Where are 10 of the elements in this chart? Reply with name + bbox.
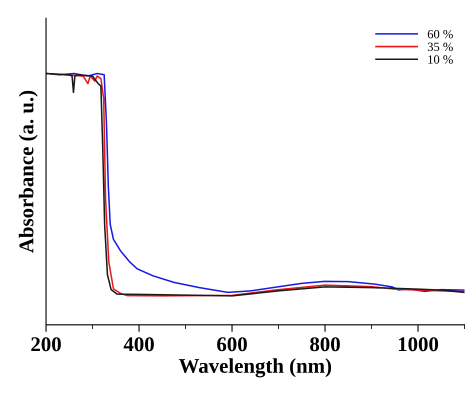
x-axis-title: Wavelength (nm) xyxy=(178,358,332,378)
legend-label: 60 % xyxy=(428,30,453,38)
legend-label: 35 % xyxy=(428,42,453,52)
x-tick-label: 800 xyxy=(310,337,340,352)
x-tick-label: 600 xyxy=(217,337,247,352)
legend-label: 10 % xyxy=(428,55,453,64)
x-tick-label: 400 xyxy=(124,337,154,352)
x-tick-label: 200 xyxy=(31,337,61,352)
x-tick-label: 1000 xyxy=(398,337,438,352)
y-axis-title: Absorbance (a. u.) xyxy=(18,90,38,253)
